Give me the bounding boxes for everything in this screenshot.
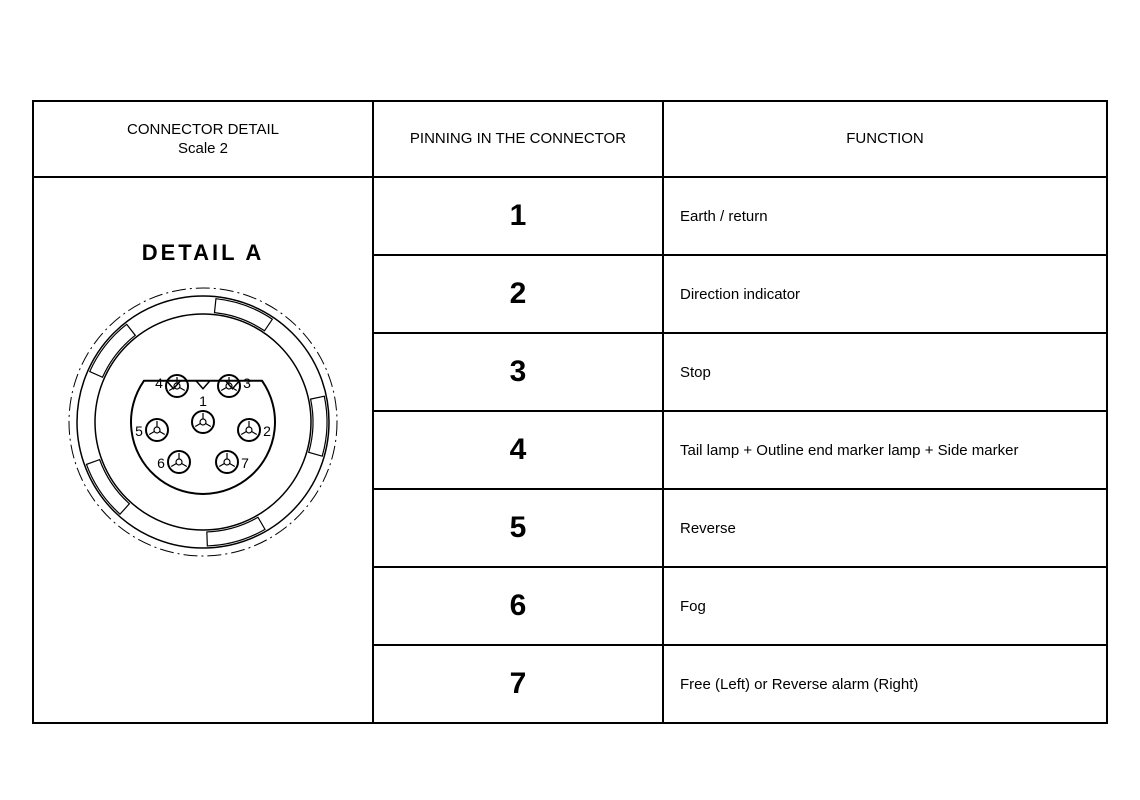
header-col1-line1: CONNECTOR DETAIL — [127, 121, 279, 138]
svg-text:3: 3 — [243, 375, 251, 391]
function-cell: Stop — [663, 333, 1107, 411]
header-function: FUNCTION — [663, 101, 1107, 177]
svg-text:1: 1 — [199, 393, 207, 409]
svg-text:2: 2 — [263, 423, 271, 439]
header-connector-detail: CONNECTOR DETAIL Scale 2 — [33, 101, 373, 177]
pinout-table: CONNECTOR DETAIL Scale 2 PINNING IN THE … — [32, 100, 1108, 724]
pin-number-cell: 5 — [373, 489, 663, 567]
function-cell: Earth / return — [663, 177, 1107, 255]
detail-title: DETAIL A — [142, 240, 265, 266]
pin-number-cell: 7 — [373, 645, 663, 723]
function-cell: Tail lamp + Outline end marker lamp + Si… — [663, 411, 1107, 489]
svg-text:4: 4 — [155, 375, 163, 391]
pin-number-cell: 6 — [373, 567, 663, 645]
svg-text:7: 7 — [241, 455, 249, 471]
connector-diagram-cell: DETAIL A 1 2 3 4 56 7 — [33, 177, 373, 723]
function-cell: Reverse — [663, 489, 1107, 567]
function-cell: Direction indicator — [663, 255, 1107, 333]
pin-number-cell: 1 — [373, 177, 663, 255]
svg-text:6: 6 — [157, 455, 165, 471]
connector-diagram: 1 2 3 4 56 7 — [63, 282, 343, 562]
function-cell: Fog — [663, 567, 1107, 645]
svg-text:5: 5 — [135, 423, 143, 439]
pin-number-cell: 2 — [373, 255, 663, 333]
header-col1-line2: Scale 2 — [178, 140, 228, 157]
header-pinning: PINNING IN THE CONNECTOR — [373, 101, 663, 177]
function-cell: Free (Left) or Reverse alarm (Right) — [663, 645, 1107, 723]
page: CONNECTOR DETAIL Scale 2 PINNING IN THE … — [0, 0, 1140, 764]
pin-number-cell: 3 — [373, 333, 663, 411]
pin-number-cell: 4 — [373, 411, 663, 489]
